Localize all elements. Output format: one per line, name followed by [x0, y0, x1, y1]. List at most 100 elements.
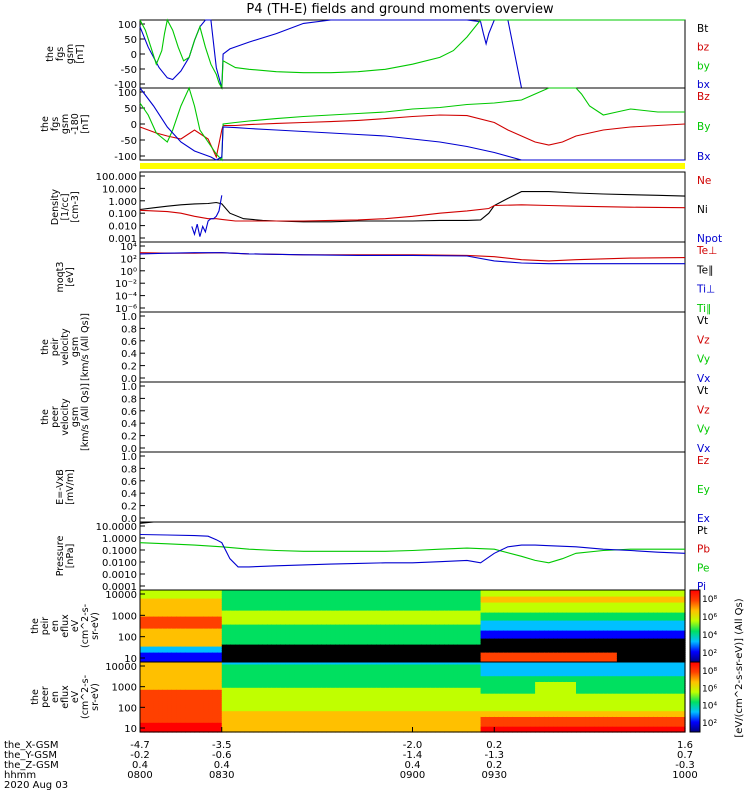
heatmap-cell [639, 634, 645, 637]
heatmap-cell [362, 604, 368, 607]
heatmap-cell [621, 634, 627, 637]
peer_velocity-ylabel: the peer velocity gsm [km/s (All Qs)] [40, 383, 91, 451]
heatmap-cell [621, 596, 627, 599]
heatmap-cell [199, 730, 205, 733]
heatmap-cell [630, 640, 636, 643]
heatmap-cell [294, 628, 300, 631]
heatmap-cell [675, 630, 681, 633]
heatmap-cell [149, 675, 155, 679]
heatmap-cell [680, 652, 686, 655]
heatmap-cell [408, 610, 414, 613]
heatmap-cell [548, 656, 554, 659]
heatmap-cell [217, 642, 223, 645]
heatmap-cell [467, 642, 473, 645]
heatmap-cell [144, 638, 150, 641]
heatmap-cell [657, 614, 663, 617]
heatmap-cell [258, 634, 264, 637]
heatmap-cell [666, 606, 672, 609]
heatmap-cell [380, 658, 386, 661]
heatmap-cell [144, 700, 150, 704]
heatmap-cell [666, 620, 672, 623]
heatmap-cell [498, 610, 504, 613]
heatmap-cell [544, 608, 550, 611]
heatmap-cell [616, 634, 622, 637]
heatmap-cell [417, 640, 423, 643]
heatmap-cell [176, 590, 182, 593]
heatmap-cell [235, 636, 241, 639]
heatmap-cell [503, 658, 509, 661]
heatmap-cell [289, 654, 295, 657]
heatmap-cell [185, 667, 191, 671]
heatmap-cell [621, 612, 627, 615]
heatmap-cell [503, 600, 509, 603]
heatmap-cell [594, 650, 600, 653]
heatmap-cell [176, 675, 182, 679]
heatmap-cell [308, 594, 314, 597]
heatmap-cell [485, 596, 491, 599]
heatmap-cell [235, 656, 241, 659]
heatmap-cell [376, 634, 382, 637]
heatmap-cell [308, 628, 314, 631]
heatmap-cell [335, 618, 341, 621]
heatmap-cell [149, 656, 155, 659]
heatmap-cell [462, 624, 468, 627]
heatmap-cell [171, 683, 177, 686]
heatmap-cell [666, 642, 672, 645]
heatmap-cell [507, 604, 513, 607]
heatmap-cell [653, 590, 659, 593]
heatmap-cell [299, 628, 305, 631]
heatmap-cell [539, 636, 545, 639]
legend-Pb: Pb [697, 544, 710, 556]
heatmap-cell [303, 632, 309, 635]
heatmap-cell [208, 646, 214, 649]
heatmap-cell [267, 602, 273, 605]
heatmap-cell [140, 630, 146, 633]
heatmap-cell [544, 618, 550, 621]
heatmap-cell [217, 650, 223, 653]
heatmap-cell [435, 646, 441, 649]
heatmap-cell [203, 658, 209, 661]
heatmap-cell [203, 602, 209, 605]
heatmap-cell [544, 628, 550, 631]
heatmap-cell [612, 590, 618, 593]
heatmap-cell [190, 638, 196, 641]
heatmap-cell [548, 630, 554, 633]
heatmap-cell [276, 624, 282, 627]
heatmap-cell [630, 654, 636, 657]
heatmap-cell [589, 650, 595, 653]
heatmap-cell [544, 642, 550, 645]
heatmap-cell [267, 630, 273, 633]
heatmap-cell [403, 630, 409, 633]
y-tick-label: 1.0000 [102, 534, 137, 545]
heatmap-cell [226, 642, 232, 645]
heatmap-cell [153, 616, 159, 619]
heatmap-cell [335, 594, 341, 597]
heatmap-cell [185, 671, 191, 675]
heatmap-cell [616, 602, 622, 605]
heatmap-cell [494, 606, 500, 609]
heatmap-cell [208, 610, 214, 613]
heatmap-cell [149, 604, 155, 607]
heatmap-cell [526, 598, 532, 601]
heatmap-cell [208, 626, 214, 629]
heatmap-cell [149, 598, 155, 601]
heatmap-cell [312, 618, 318, 621]
heatmap-cell [503, 630, 509, 633]
heatmap-cell [190, 658, 196, 661]
heatmap-cell [657, 636, 663, 639]
heatmap-cell [289, 606, 295, 609]
heatmap-cell [162, 693, 168, 696]
heatmap-cell [503, 596, 509, 599]
heatmap-cell [158, 730, 164, 733]
heatmap-cell [280, 594, 286, 597]
heatmap-cell [171, 620, 177, 623]
heatmap-cell [280, 634, 286, 637]
heatmap-cell [426, 628, 432, 631]
heatmap-cell [503, 602, 509, 605]
heatmap-cell [203, 642, 209, 645]
heatmap-cell [621, 608, 627, 611]
heatmap-cell [312, 612, 318, 615]
heatmap-cell [353, 658, 359, 661]
heatmap-cell [258, 614, 264, 617]
